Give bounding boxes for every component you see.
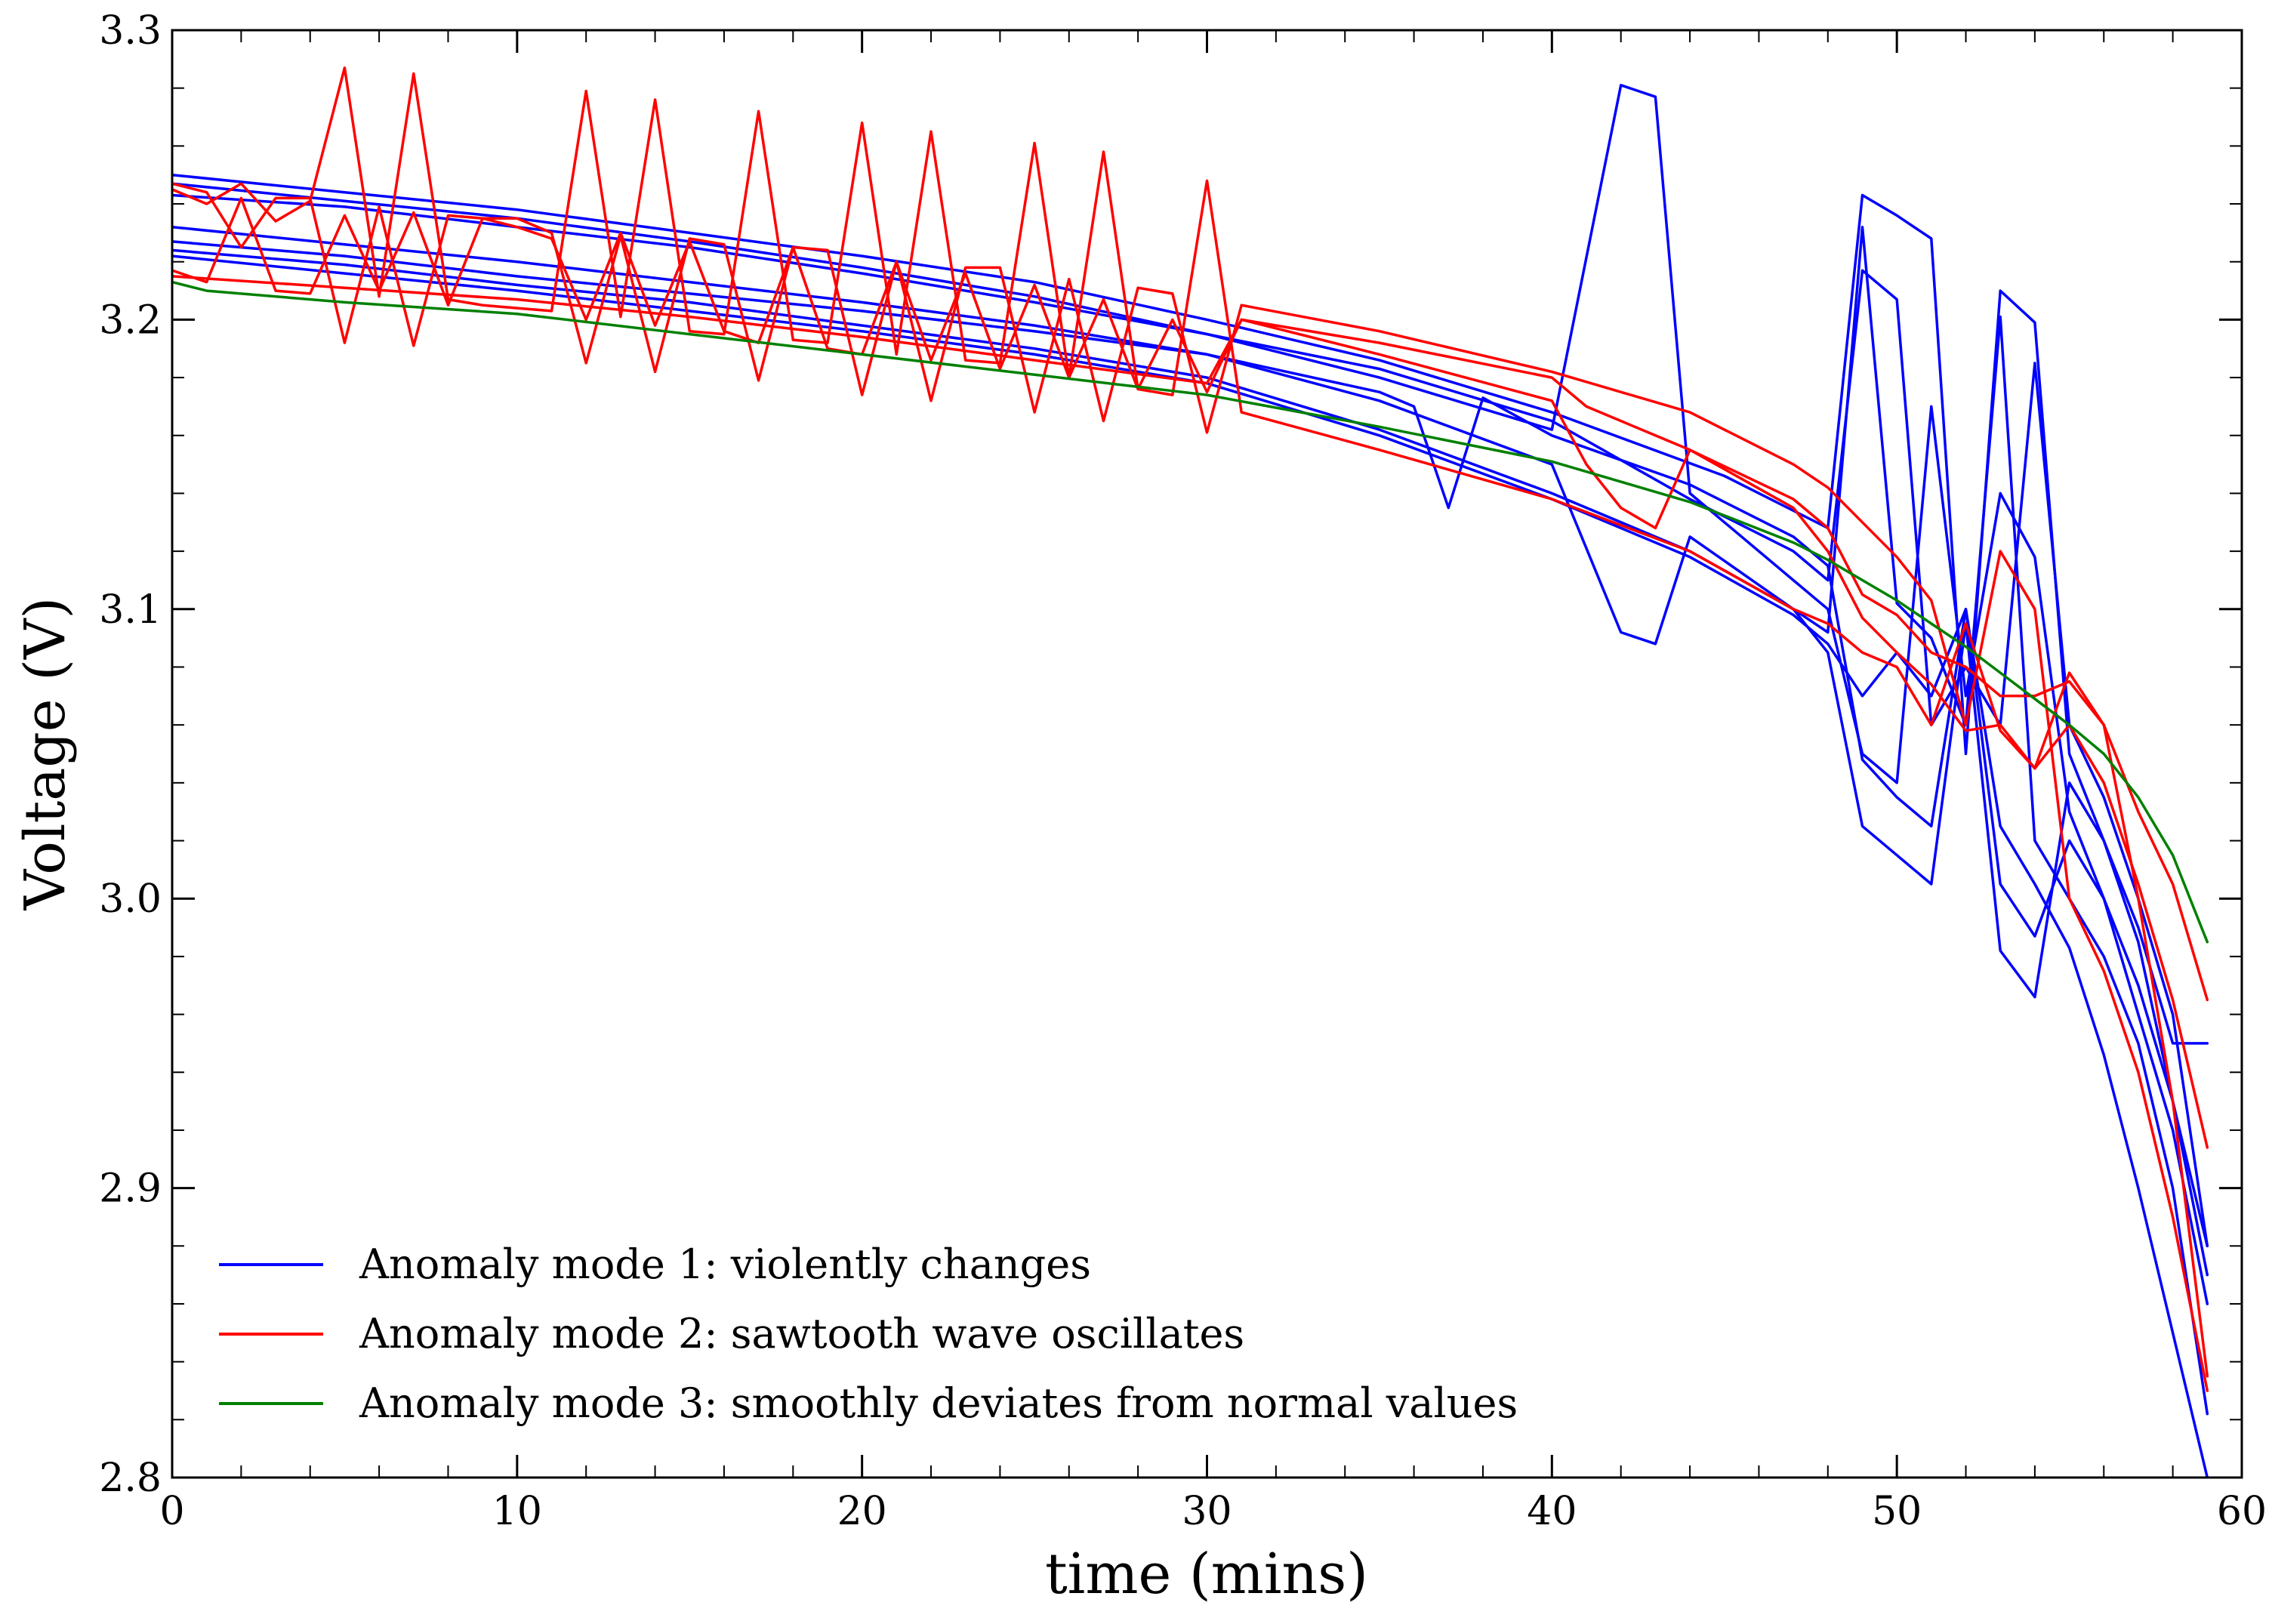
y-axis-title: Voltage (V) [13,597,78,911]
legend-label-mode-3: Anomaly mode 3: smoothly deviates from n… [359,1379,1518,1427]
series-layer [172,66,2209,1478]
y-tick-label: 3.3 [99,8,162,54]
legend-label-mode-1: Anomaly mode 1: violently changes [359,1240,1091,1288]
series-line-mode2-d [172,275,2209,1002]
x-tick-label: 20 [837,1489,887,1534]
x-axis-title: time (mins) [1045,1542,1368,1607]
tick-layer: 0 10 20 30 40 50 60 2.8 2.9 3.0 3.1 3.2 3.3 [99,8,2267,1534]
x-tick-label: 40 [1527,1489,1577,1534]
y-tick-label: 2.8 [99,1456,162,1501]
series-line-mode1-f [172,225,2209,1416]
series-line-mode1-a [172,173,2209,1277]
series-line-mode2-a [172,182,2209,1392]
series-line-mode2-b [172,66,2209,1378]
y-tick-label: 2.9 [99,1166,162,1212]
y-tick-label: 3.0 [99,877,162,922]
series-line-mode3-a [172,280,2209,944]
y-tick-label: 3.1 [99,587,162,633]
legend-label-mode-2: Anomaly mode 2: sawtooth wave oscillates [359,1310,1244,1357]
x-tick-label: 30 [1182,1489,1232,1534]
series-line-mode1-b [172,84,2209,1305]
series-line-mode1-g [172,254,2209,1478]
y-tick-label: 3.2 [99,297,162,343]
legend: Anomaly mode 1: violently changes Anomal… [219,1240,1518,1427]
series-line-mode2-c [172,196,2209,1149]
x-tick-label: 60 [2217,1489,2267,1534]
x-tick-label: 50 [1872,1489,1922,1534]
x-tick-label: 0 [159,1489,184,1534]
x-tick-label: 10 [492,1489,542,1534]
series-line-mode1-c [172,193,2209,1248]
